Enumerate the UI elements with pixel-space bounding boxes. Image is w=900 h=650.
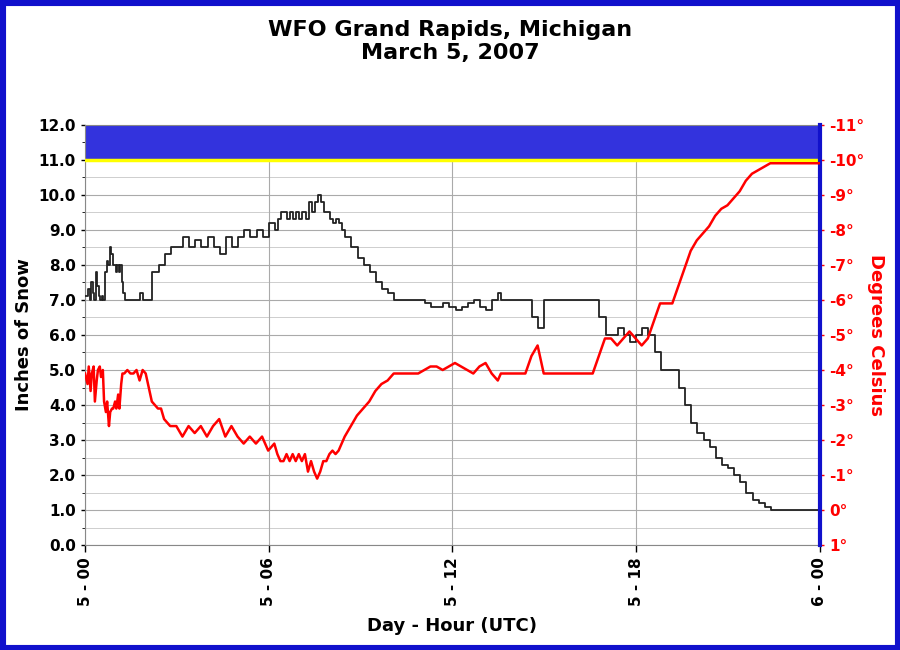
- X-axis label: Day - Hour (UTC): Day - Hour (UTC): [367, 617, 537, 635]
- Y-axis label: Inches of Snow: Inches of Snow: [15, 259, 33, 411]
- Y-axis label: Degrees Celsius: Degrees Celsius: [867, 254, 885, 416]
- Text: WFO Grand Rapids, Michigan
March 5, 2007: WFO Grand Rapids, Michigan March 5, 2007: [268, 20, 632, 62]
